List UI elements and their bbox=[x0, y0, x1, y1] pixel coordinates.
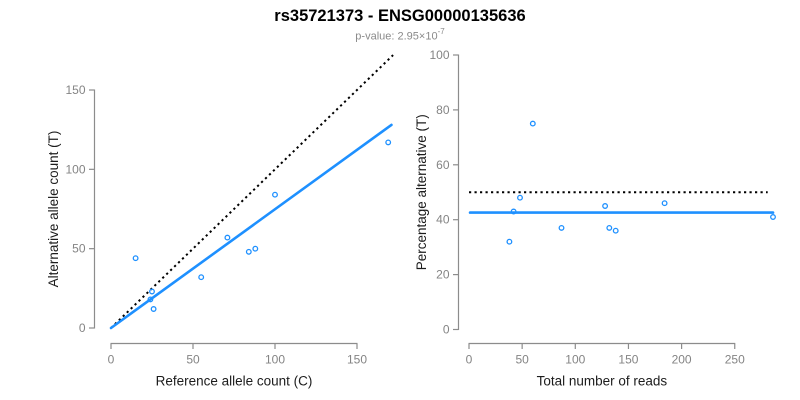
y-tick-label: 150 bbox=[65, 83, 85, 97]
x-tick-label: 200 bbox=[672, 353, 692, 367]
fit-line bbox=[109, 123, 393, 330]
y-axis-title: Percentage alternative (T) bbox=[414, 114, 429, 270]
data-point bbox=[272, 191, 278, 198]
y-tick-label: 0 bbox=[443, 323, 450, 337]
x-tick-label: 50 bbox=[186, 353, 200, 367]
x-tick-label: 50 bbox=[515, 353, 529, 367]
y-tick-label: 100 bbox=[429, 48, 449, 62]
x-tick-label: 150 bbox=[618, 353, 638, 367]
x-tick-label: 250 bbox=[725, 353, 745, 367]
x-axis-title: Reference allele count (C) bbox=[156, 374, 313, 389]
data-point bbox=[529, 120, 536, 127]
data-point bbox=[606, 224, 613, 231]
data-point bbox=[147, 296, 154, 303]
x-axis-title: Total number of reads bbox=[537, 374, 668, 389]
figure-title: rs35721373 - ENSG00000135636 bbox=[274, 7, 526, 25]
x-tick-label: 100 bbox=[265, 353, 285, 367]
data-point bbox=[558, 224, 565, 231]
pvalue-text: p-value: 2.95×10 bbox=[355, 30, 438, 43]
data-point bbox=[252, 245, 259, 252]
data-point bbox=[198, 274, 205, 281]
data-point bbox=[510, 208, 517, 215]
x-tick-label: 0 bbox=[466, 353, 473, 367]
data-point bbox=[132, 255, 139, 262]
x-tick-label: 150 bbox=[347, 353, 367, 367]
x-tick-label: 100 bbox=[565, 353, 585, 367]
data-point bbox=[612, 227, 619, 234]
pvalue-exponent: -7 bbox=[437, 27, 445, 36]
y-tick-label: 40 bbox=[436, 213, 450, 227]
data-point bbox=[602, 203, 609, 209]
data-point bbox=[385, 139, 392, 146]
y-tick-label: 20 bbox=[436, 268, 450, 282]
data-point bbox=[661, 200, 668, 207]
y-tick-label: 80 bbox=[436, 103, 450, 117]
x-tick-label: 0 bbox=[108, 353, 115, 367]
data-point bbox=[149, 288, 155, 295]
y-tick-label: 60 bbox=[436, 158, 450, 172]
figure-subtitle: p-value: 2.95×10-7 bbox=[0, 27, 800, 43]
data-point bbox=[770, 214, 776, 220]
data-point bbox=[517, 194, 523, 201]
y-tick-label: 100 bbox=[65, 162, 85, 176]
data-point bbox=[150, 306, 157, 312]
y-axis-title: Alternative allele count (T) bbox=[46, 131, 61, 288]
y-tick-label: 50 bbox=[72, 242, 86, 256]
allele-count-scatter: 0 50 100 150 0 50 100 150 Reference allele count… bbox=[46, 54, 394, 389]
data-point bbox=[224, 234, 231, 241]
data-point bbox=[506, 238, 513, 245]
identity-line bbox=[110, 54, 394, 329]
percentage-scatter: 0 20 40 60 80 100 0 50 100 150 200 250 Total number … bbox=[414, 48, 776, 389]
data-point bbox=[245, 248, 252, 255]
y-tick-label: 0 bbox=[79, 321, 86, 335]
